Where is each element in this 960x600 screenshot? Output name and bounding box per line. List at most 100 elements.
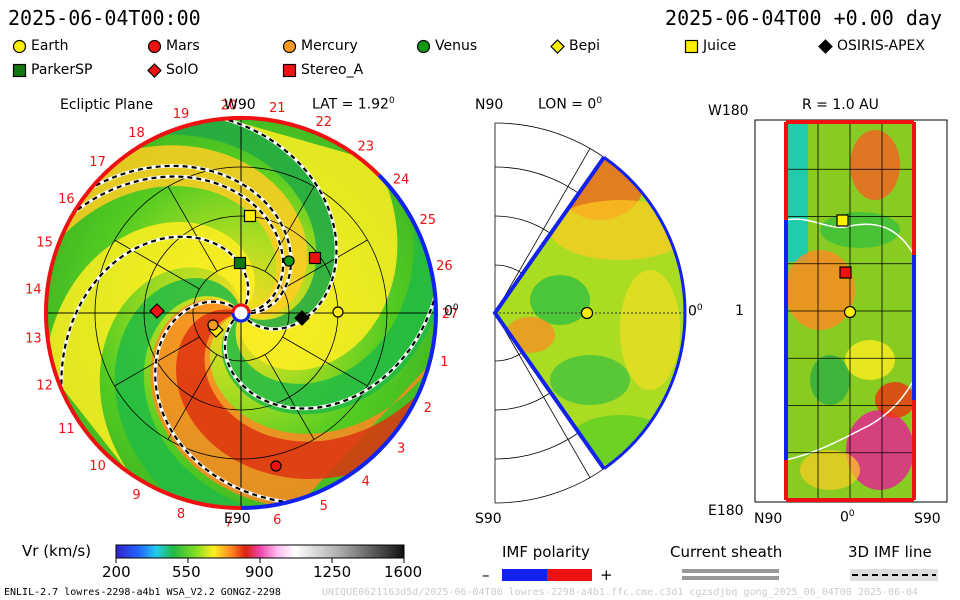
ecliptic-rim-arc <box>240 173 438 510</box>
legend-label: Stereo_A <box>301 62 364 78</box>
colorbar-title: Vr (km/s) <box>22 542 92 560</box>
imf-polarity-title: IMF polarity <box>502 543 590 561</box>
radial-stereo-a-marker <box>839 266 852 279</box>
ecliptic-right-label: 00 <box>444 303 459 320</box>
current-sheath-key <box>682 569 779 580</box>
carrington-label: 17 <box>89 155 106 170</box>
colorbar-tick-900: 900 <box>245 563 274 581</box>
legend-label: Juice <box>703 38 737 54</box>
colorbar-tick-550: 550 <box>172 563 201 581</box>
radial-plot <box>754 119 948 503</box>
mars-marker <box>270 460 282 472</box>
radial-e180: E180 <box>708 503 744 519</box>
legend-mars: Mars <box>147 38 200 54</box>
imf-plus: + <box>600 566 613 584</box>
radial-juice-marker <box>836 214 849 227</box>
meridional-earth-marker <box>580 306 594 320</box>
colorbar-tick-200: 200 <box>102 563 131 581</box>
legend-venus: Venus <box>416 38 477 54</box>
juice-marker <box>243 209 257 223</box>
carrington-label: 3 <box>397 441 405 456</box>
legend-osiris-apex: OSIRIS-APEX <box>818 38 925 54</box>
carrington-label: 13 <box>25 331 42 346</box>
carrington-label: 14 <box>25 283 42 298</box>
radial-speed-field <box>785 122 915 490</box>
carrington-label: 18 <box>128 126 145 141</box>
radial-x-mid: 00 <box>840 509 855 526</box>
stereo-a-marker <box>308 251 322 265</box>
ecliptic-lat-label: LAT = 1.920 <box>312 96 395 113</box>
carrington-label: 21 <box>269 101 286 116</box>
ecliptic-spacecraft-markers <box>149 209 344 472</box>
osiris-apex-marker <box>294 310 310 326</box>
carrington-label: 8 <box>177 507 185 522</box>
earth-marker <box>332 306 344 318</box>
colorbar-tick-1600: 1600 <box>384 563 423 581</box>
carrington-label: 25 <box>419 213 436 228</box>
legend-label: Bepi <box>569 38 600 54</box>
carrington-label: 23 <box>358 139 375 154</box>
legend-label: OSIRIS-APEX <box>837 38 925 54</box>
carrington-label: 4 <box>362 475 370 490</box>
legend-solo: SolO <box>147 62 198 78</box>
right-timestamp: 2025-06-04T00 +0.00 day <box>665 6 942 30</box>
colorbar-tick-1250: 1250 <box>313 563 352 581</box>
carrington-label: 12 <box>36 378 53 393</box>
carrington-label: 1 <box>440 355 448 370</box>
radial-s90: S90 <box>914 511 941 527</box>
meridional-right-label: 00 <box>688 303 703 320</box>
ecliptic-bottom-label: E90 <box>224 511 251 527</box>
radial-n90: N90 <box>754 511 783 527</box>
radial-earth-marker <box>843 305 857 319</box>
carrington-label: 5 <box>320 499 328 514</box>
current-sheath-title: Current sheath <box>670 543 783 561</box>
legend-stereo-a: Stereo_A <box>282 62 363 78</box>
legend-bepi: Bepi <box>550 38 600 54</box>
solo-marker <box>149 303 165 319</box>
carrington-label: 16 <box>58 192 75 207</box>
legend-label: Mars <box>166 38 200 54</box>
carrington-label: 20 <box>221 98 238 113</box>
legend-label: ParkerSP <box>31 62 93 78</box>
imf-field-lines <box>51 118 436 506</box>
carrington-label: 24 <box>393 173 410 188</box>
radial-r-label: R = 1.0 AU <box>802 97 879 113</box>
carrington-label: 15 <box>36 236 53 251</box>
carrington-label: 22 <box>316 115 333 130</box>
footer-model-info: ENLIL-2.7 lowres-2298-a4b1 WSA_V2.2 GONG… <box>4 587 281 598</box>
imf-minus: – <box>482 566 490 584</box>
carrington-label: 2 <box>424 401 432 416</box>
carrington-label: 9 <box>132 488 140 503</box>
legend-label: Earth <box>31 38 69 54</box>
legend-parkersp: ParkerSP <box>12 62 92 78</box>
carrington-label: 10 <box>89 459 106 474</box>
meridional-lon-label: LON = 00 <box>538 96 603 113</box>
ecliptic-spiral-streams <box>46 118 436 508</box>
legend-earth: Earth <box>12 38 69 54</box>
carrington-label: 27 <box>442 307 459 322</box>
meridional-outer-arc <box>603 156 687 470</box>
carrington-label: 6 <box>273 513 281 528</box>
legend-label: SolO <box>166 62 199 78</box>
radial-mid-label: 1 <box>735 303 744 319</box>
footer-run-id: UNIQUE0621163d5d/2025-06-04T00 lowres-22… <box>322 587 919 598</box>
imf3d-line-key <box>850 569 938 581</box>
meridional-s90: S90 <box>475 511 502 527</box>
imf3d-title: 3D IMF line <box>848 543 932 561</box>
parker-marker <box>233 256 247 270</box>
carrington-label: 7 <box>225 516 233 531</box>
ecliptic-rim-arc <box>44 116 381 510</box>
radial-current-sheet-lower <box>785 379 915 461</box>
ecliptic-top-label: W90 <box>224 97 256 113</box>
carrington-label: 26 <box>436 259 453 274</box>
meridional-n90: N90 <box>475 97 504 113</box>
carrington-label: 19 <box>173 107 190 122</box>
carrington-label: 11 <box>58 422 75 437</box>
imf-polarity-key <box>502 569 592 581</box>
venus-marker <box>283 255 295 267</box>
legend-juice: Juice <box>684 38 736 54</box>
legend-label: Venus <box>435 38 478 54</box>
radial-w180: W180 <box>708 103 749 119</box>
